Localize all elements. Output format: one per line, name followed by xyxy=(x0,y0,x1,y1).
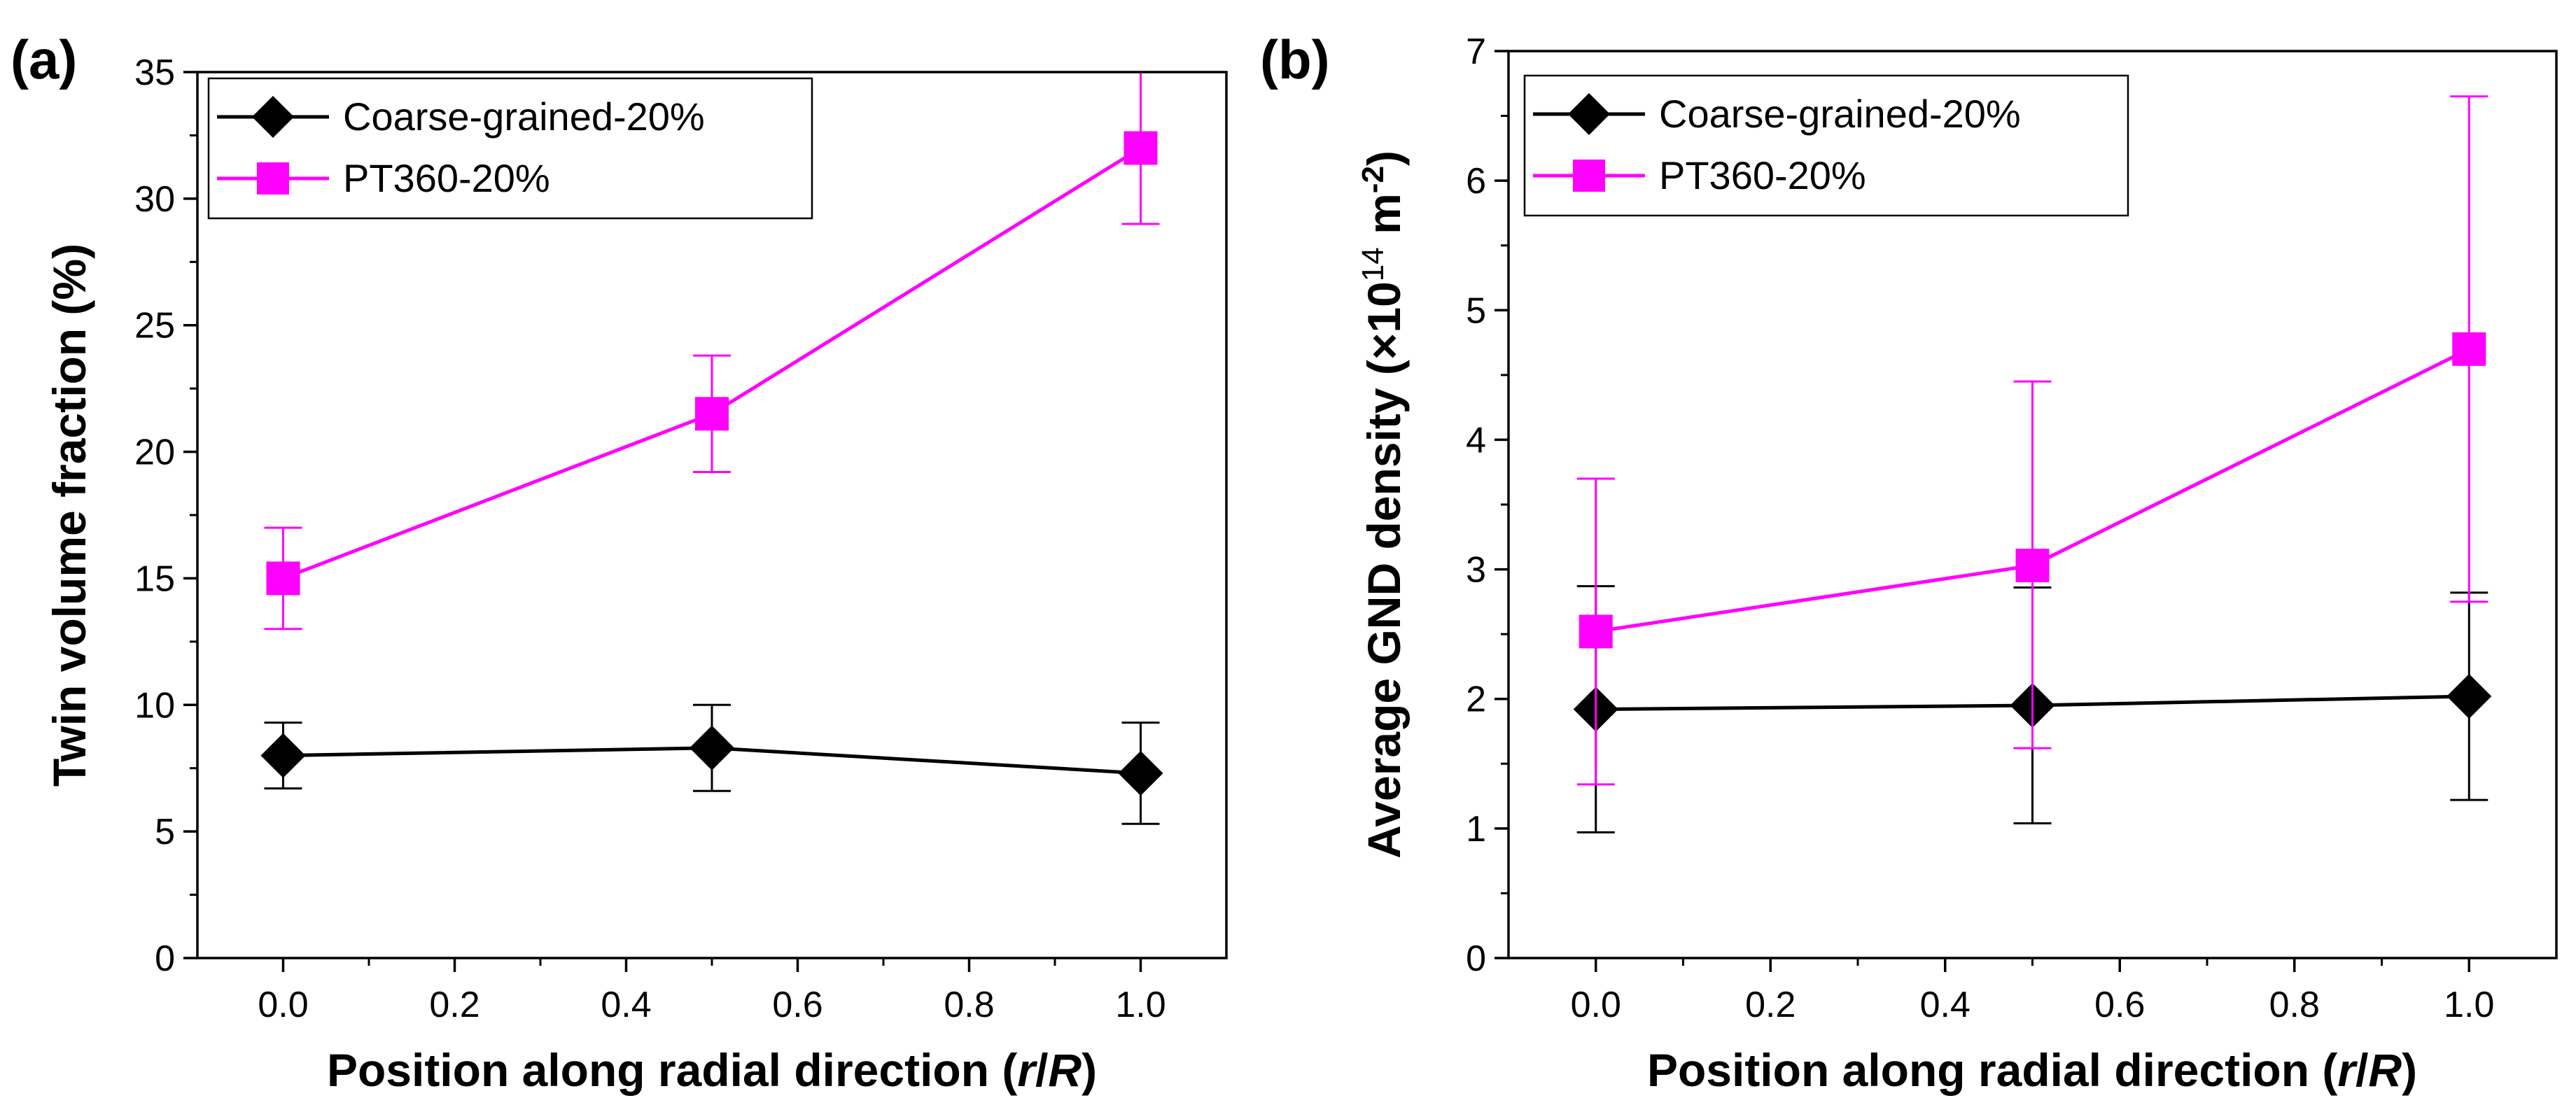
panel-a-x-tick-label: 0.2 xyxy=(429,985,479,1025)
panel-b-y-tick-label: 7 xyxy=(1466,31,1486,72)
panel-a-y-tick-label: 30 xyxy=(134,179,175,220)
panel-a-marks xyxy=(260,71,1163,825)
panel-b-y-tick-label: 0 xyxy=(1466,938,1486,979)
panel-a-y-tick-label: 35 xyxy=(134,52,175,93)
panel-a: (a) 0.0 0.2 0.4 0.6 0.8 1.0 0 5 10 15 20 25 30 35 Twi… xyxy=(10,29,1228,1096)
panel-b-x-tick-label: 0.2 xyxy=(1745,985,1795,1025)
panel-b-legend-square-marker xyxy=(1573,160,1605,192)
panel-b-legend-label-coarse: Coarse-grained-20% xyxy=(1659,92,2021,136)
panel-b-y-tick-label: 5 xyxy=(1466,290,1486,331)
panel-a-point-pt360 xyxy=(695,397,729,431)
panel-a-legend-box xyxy=(207,77,813,220)
panel-b-point-pt360 xyxy=(1578,614,1613,649)
panel-a-legend-diamond-marker xyxy=(252,96,294,138)
panel-a-legend: Coarse-grained-20% PT360-20% xyxy=(207,77,813,220)
panel-a-y-tick-label: 10 xyxy=(134,685,175,726)
panel-b-y-tick-label: 1 xyxy=(1466,809,1486,850)
panel-a-x-tick-label: 0.8 xyxy=(944,985,994,1025)
panel-a-legend-label-coarse: Coarse-grained-20% xyxy=(343,94,705,139)
panel-b-marks xyxy=(1573,95,2492,833)
panel-a-point-coarse xyxy=(690,725,734,770)
panel-b-y-tick-label: 3 xyxy=(1466,550,1486,591)
panel-a-y-tick-label: 0 xyxy=(155,938,175,979)
panel-a-y-tick-label: 5 xyxy=(155,812,175,852)
panel-b-legend: Coarse-grained-20% PT360-20% xyxy=(1523,74,2129,217)
panel-b-ylabel: Average GND density (×1014 m-2) xyxy=(1356,150,1410,859)
panel-a-point-pt360 xyxy=(266,561,300,596)
panel-a-y-tick-label: 20 xyxy=(134,432,175,473)
panel-b-axes: 0.0 0.2 0.4 0.6 0.8 1.0 0 1 2 3 4 5 6 7 xyxy=(1466,31,2494,1025)
panel-a-point-coarse xyxy=(260,733,306,778)
panel-b-point-coarse xyxy=(2446,674,2492,719)
panel-a-x-tick-label: 1.0 xyxy=(1115,985,1166,1025)
panel-b-y-tick-label: 2 xyxy=(1466,680,1486,720)
panel-b: (b) 0.0 0.2 0.4 0.6 0.8 1.0 0 1 2 3 4 5 6 7 Average G… xyxy=(1260,29,2558,1096)
panel-b-legend-label-pt360: PT360-20% xyxy=(1659,153,1866,197)
panel-a-axes: 0.0 0.2 0.4 0.6 0.8 1.0 0 5 10 15 20 25 30 35 xyxy=(134,52,1166,1025)
panel-b-point-pt360 xyxy=(2015,549,2050,583)
panel-a-xlabel: Position along radial direction (r/R) xyxy=(327,1044,1097,1096)
panel-a-x-tick-label: 0.6 xyxy=(772,985,822,1025)
panel-b-legend-diamond-marker xyxy=(1568,93,1610,135)
panel-b-y-tick-label: 6 xyxy=(1466,161,1486,202)
panel-b-x-tick-label: 0.4 xyxy=(1920,985,1970,1025)
panel-a-plot-frame xyxy=(196,71,1228,959)
panel-a-legend-label-pt360: PT360-20% xyxy=(343,156,550,200)
panel-b-x-tick-label: 0.0 xyxy=(1571,985,1621,1025)
panel-b-xlabel: Position along radial direction (r/R) xyxy=(1647,1044,2417,1096)
panel-a-legend-square-marker xyxy=(257,162,289,195)
panel-b-x-tick-label: 1.0 xyxy=(2444,985,2494,1025)
panel-a-y-tick-label: 15 xyxy=(134,558,175,599)
panel-a-label: (a) xyxy=(10,29,77,90)
panel-a-y-tick-label: 25 xyxy=(134,306,175,346)
panel-b-x-tick-label: 0.6 xyxy=(2094,985,2145,1025)
panel-a-point-pt360 xyxy=(1124,131,1158,165)
panel-a-point-coarse xyxy=(1118,750,1163,796)
panel-b-y-tick-label: 4 xyxy=(1466,420,1486,460)
panel-b-label: (b) xyxy=(1260,29,1330,90)
panel-a-x-tick-label: 0.4 xyxy=(601,985,651,1025)
panel-b-point-pt360 xyxy=(2452,332,2486,366)
panel-b-x-tick-label: 0.8 xyxy=(2269,985,2320,1025)
panel-a-ylabel: Twin volume fraction (%) xyxy=(43,244,95,787)
panel-b-plot-frame xyxy=(1507,50,2558,959)
panel-a-x-tick-label: 0.0 xyxy=(258,985,308,1025)
panel-b-legend-box xyxy=(1523,74,2129,217)
